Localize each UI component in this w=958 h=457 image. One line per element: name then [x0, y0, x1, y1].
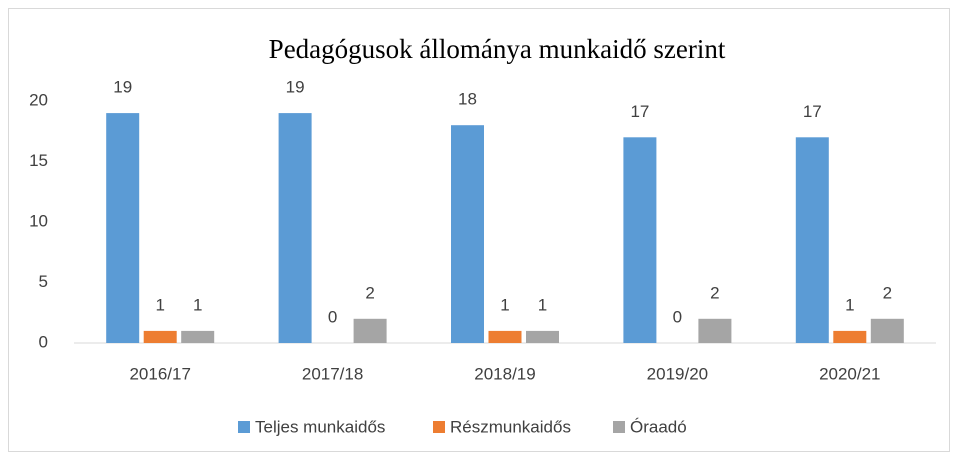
data-label: 1 — [538, 295, 547, 314]
legend-label: Óraadó — [630, 417, 687, 436]
data-label: 0 — [673, 307, 682, 326]
legend-label: Részmunkaidős — [450, 417, 571, 436]
data-label: 1 — [845, 295, 854, 314]
y-tick-label: 0 — [39, 332, 48, 351]
bar — [698, 318, 732, 343]
data-label: 1 — [155, 295, 164, 314]
bar — [623, 137, 657, 343]
data-label: 1 — [193, 295, 202, 314]
x-tick-label: 2020/21 — [819, 364, 880, 383]
data-label: 17 — [630, 102, 649, 121]
x-tick-label: 2018/19 — [474, 364, 535, 383]
bar — [795, 137, 829, 343]
x-tick-label: 2016/17 — [129, 364, 190, 383]
data-label: 18 — [458, 90, 477, 109]
data-label: 1 — [500, 295, 509, 314]
y-tick-label: 10 — [29, 211, 48, 230]
bar — [488, 330, 522, 343]
y-tick-label: 20 — [29, 90, 48, 109]
data-label: 2 — [710, 283, 719, 302]
y-tick-label: 5 — [39, 272, 48, 291]
bar — [353, 318, 387, 343]
bar — [870, 318, 904, 343]
bar — [106, 113, 140, 343]
data-label: 19 — [286, 78, 305, 97]
bar — [181, 330, 215, 343]
bar — [451, 125, 484, 343]
legend-swatch — [433, 421, 445, 433]
legend-swatch — [238, 421, 250, 433]
legend-label: Teljes munkaidős — [255, 417, 385, 436]
data-label: 0 — [328, 307, 337, 326]
data-label: 17 — [803, 102, 822, 121]
bar — [833, 330, 867, 343]
y-tick-label: 15 — [29, 151, 48, 170]
data-label: 19 — [113, 78, 132, 97]
data-label: 2 — [883, 283, 892, 302]
chart-title: Pedagógusok állománya munkaidő szerint — [269, 34, 726, 64]
x-tick-label: 2017/18 — [302, 364, 363, 383]
x-tick-label: 2019/20 — [647, 364, 708, 383]
bar — [143, 330, 177, 343]
bar — [278, 113, 312, 343]
bar — [526, 330, 559, 343]
data-label: 2 — [365, 283, 374, 302]
legend-swatch — [613, 421, 625, 433]
